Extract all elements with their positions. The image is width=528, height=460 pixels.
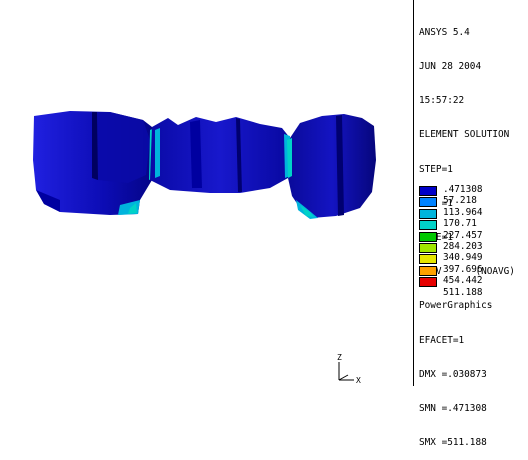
legend-entry: 57.218 (419, 195, 528, 208)
legend-swatch (419, 231, 437, 242)
legend-value: 113.964 (443, 206, 483, 218)
legend-swatch (419, 220, 437, 231)
legend-swatch (419, 186, 437, 196)
legend-value: 227.457 (443, 229, 483, 241)
legend-value: .471308 (443, 184, 483, 195)
legend-entry: .471308 (419, 184, 528, 197)
legend-swatch (419, 208, 437, 219)
legend-value: 511.188 (443, 286, 483, 298)
smn-text: SMN =.471308 (419, 403, 487, 415)
legend-swatch (419, 265, 437, 276)
model-view (33, 111, 376, 219)
legend-entry: 227.457 (419, 229, 528, 243)
program-name: ANSYS 5.4 (419, 26, 470, 38)
step-text: STEP=1 (419, 163, 453, 175)
time-text: 15:57:22 (419, 95, 465, 107)
coordinate-triad: Z X (337, 353, 361, 384)
legend-entry: 511.188 (419, 286, 528, 300)
legend-swatch (419, 254, 437, 265)
graphics-viewport[interactable]: Z X (0, 0, 414, 386)
legend-entry: 397.696 (419, 263, 528, 277)
middle-tooth (150, 117, 290, 193)
legend-value: 57.218 (443, 195, 477, 207)
legend-swatch (419, 243, 437, 253)
legend-value: 170.71 (443, 218, 477, 230)
legend-value: 340.949 (443, 252, 483, 264)
legend-value: 284.203 (443, 241, 483, 252)
legend-swatch (419, 277, 437, 288)
legend-entry: 170.71 (419, 218, 528, 231)
graphics-mode: PowerGraphics (419, 300, 493, 312)
panel-divider (413, 0, 414, 386)
right-tooth (287, 114, 376, 219)
x-axis-label: X (356, 376, 361, 384)
legend-swatch (419, 197, 437, 208)
legend-entry: 284.203 (419, 241, 528, 254)
z-axis-label: Z (337, 353, 342, 362)
legend-entry: 454.442 (419, 275, 528, 288)
legend-entry: 113.964 (419, 206, 528, 220)
efacet-text: EFACET=1 (419, 334, 465, 346)
dmx-text: DMX =.030873 (419, 368, 487, 380)
date-text: JUN 28 2004 (419, 61, 482, 73)
legend-entry: 340.949 (419, 252, 528, 265)
legend-value: 397.696 (443, 263, 483, 275)
legend-value: 454.442 (443, 275, 483, 287)
plot-type: ELEMENT SOLUTION (419, 129, 510, 141)
left-tooth (33, 111, 155, 215)
smx-text: SMX =511.188 (419, 437, 487, 449)
